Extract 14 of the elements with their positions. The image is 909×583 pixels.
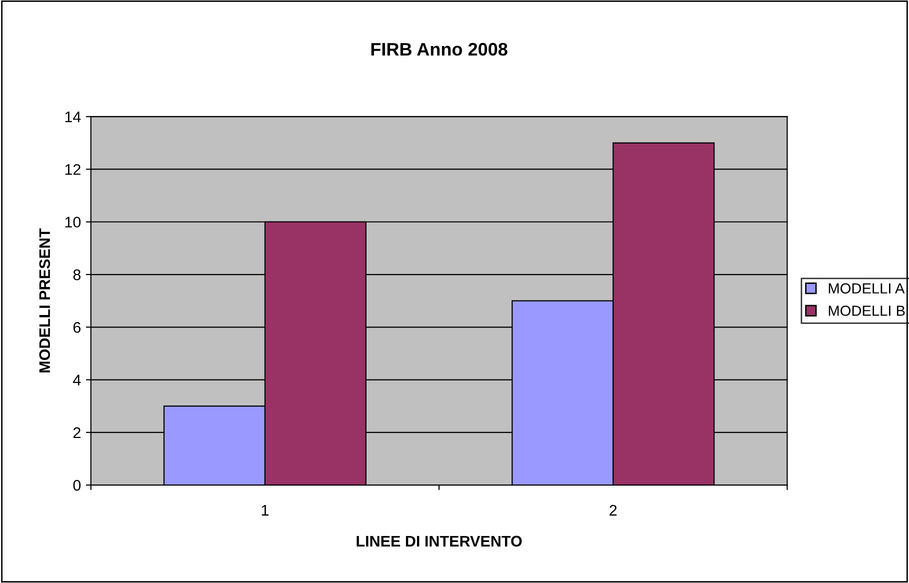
y-axis-title: MODELLI PRESENT: [39, 228, 50, 372]
y-tick-label: 8: [73, 269, 81, 280]
x-tick-label: 1: [262, 505, 268, 516]
y-tick-label: 12: [65, 164, 80, 175]
y-tick-label: 4: [73, 374, 81, 386]
y-tick-label: 14: [65, 112, 81, 122]
legend-label: MODELLI B: [828, 306, 905, 316]
y-tick-label: 10: [65, 216, 81, 228]
y-tick-label: 6: [73, 322, 81, 333]
y-tick-label: 2: [73, 427, 80, 438]
chart-title: FIRB Anno 2008: [371, 42, 508, 56]
x-axis-title: LINEE DI INTERVENTO: [356, 536, 522, 547]
legend-label: MODELLI A: [828, 283, 905, 294]
y-tick-label: 0: [73, 480, 81, 491]
